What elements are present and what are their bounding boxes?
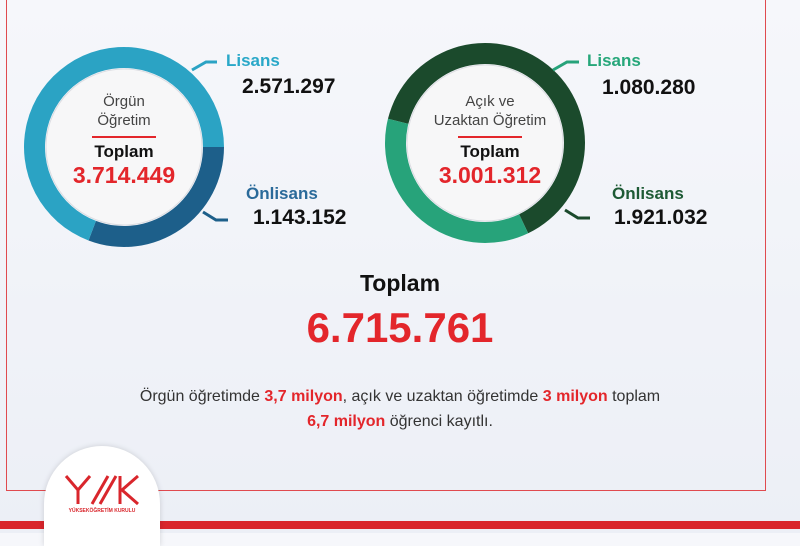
legend-lisans: Lisans — [587, 51, 641, 70]
donut-slice-lisans — [385, 118, 529, 243]
summary-highlight: 3,7 milyon — [264, 388, 343, 405]
summary-text: Örgün öğretimde 3,7 milyon, açık ve uzak… — [0, 384, 800, 434]
content-frame — [6, 0, 766, 491]
value-lisans: 2.571.297 — [242, 75, 336, 98]
donut-orgun — [23, 47, 224, 247]
total-value: 3.001.312 — [438, 162, 542, 188]
total-label: Toplam — [94, 142, 154, 161]
summary-part: Örgün öğretimde — [139, 388, 265, 405]
yok-logo-mark — [64, 474, 139, 506]
summary-part: toplam — [607, 388, 661, 405]
divider — [92, 136, 156, 138]
donut-center-orgun: Örgün Öğretim Toplam 3.714.449 — [54, 92, 194, 189]
donut-acik-uzaktan — [385, 42, 585, 243]
connector-lisans-0 — [191, 60, 217, 72]
connector-lisans-1 — [552, 60, 579, 72]
legend-lisans: Lisans — [226, 51, 280, 70]
chart-title-line: Açık ve — [465, 93, 515, 110]
divider — [458, 136, 522, 138]
chart-title: Örgün Öğretim — [97, 93, 151, 129]
legend-onlisans: Önlisans — [612, 184, 684, 203]
logo-text: YÜKSEKÖĞRETİM KURULU — [68, 508, 136, 514]
summary-highlight: 6,7 milyon — [307, 413, 386, 430]
connector-onlisans-1 — [564, 208, 590, 220]
donut-charts — [23, 42, 590, 247]
summary-highlight: 3 milyon — [542, 388, 608, 405]
legend-onlisans: Önlisans — [246, 184, 318, 203]
yok-logo: YÜKSEKÖĞRETİM KURULU — [44, 446, 160, 546]
summary-part: , açık ve uzaktan öğretimde — [342, 388, 543, 405]
value-lisans: 1.080.280 — [602, 76, 696, 99]
total-value: 3.714.449 — [72, 162, 176, 188]
chart-title-line: Uzaktan Öğretim — [433, 112, 547, 129]
donut-hole — [45, 68, 203, 226]
footer-bar — [0, 521, 800, 529]
summary-part: öğrenci kayıtlı. — [385, 413, 493, 430]
connector-onlisans-0 — [202, 210, 228, 222]
grand-total-label: Toplam — [359, 270, 441, 296]
value-onlisans: 1.921.032 — [614, 206, 708, 229]
donut-center-acik: Açık ve Uzaktan Öğretim Toplam 3.001.312 — [415, 92, 565, 189]
value-onlisans: 1.143.152 — [253, 206, 347, 229]
total-label: Toplam — [460, 142, 520, 161]
donut-hole — [406, 64, 564, 222]
grand-total-value: 6.715.761 — [306, 304, 494, 351]
donut-slice-onlisans — [88, 147, 224, 247]
